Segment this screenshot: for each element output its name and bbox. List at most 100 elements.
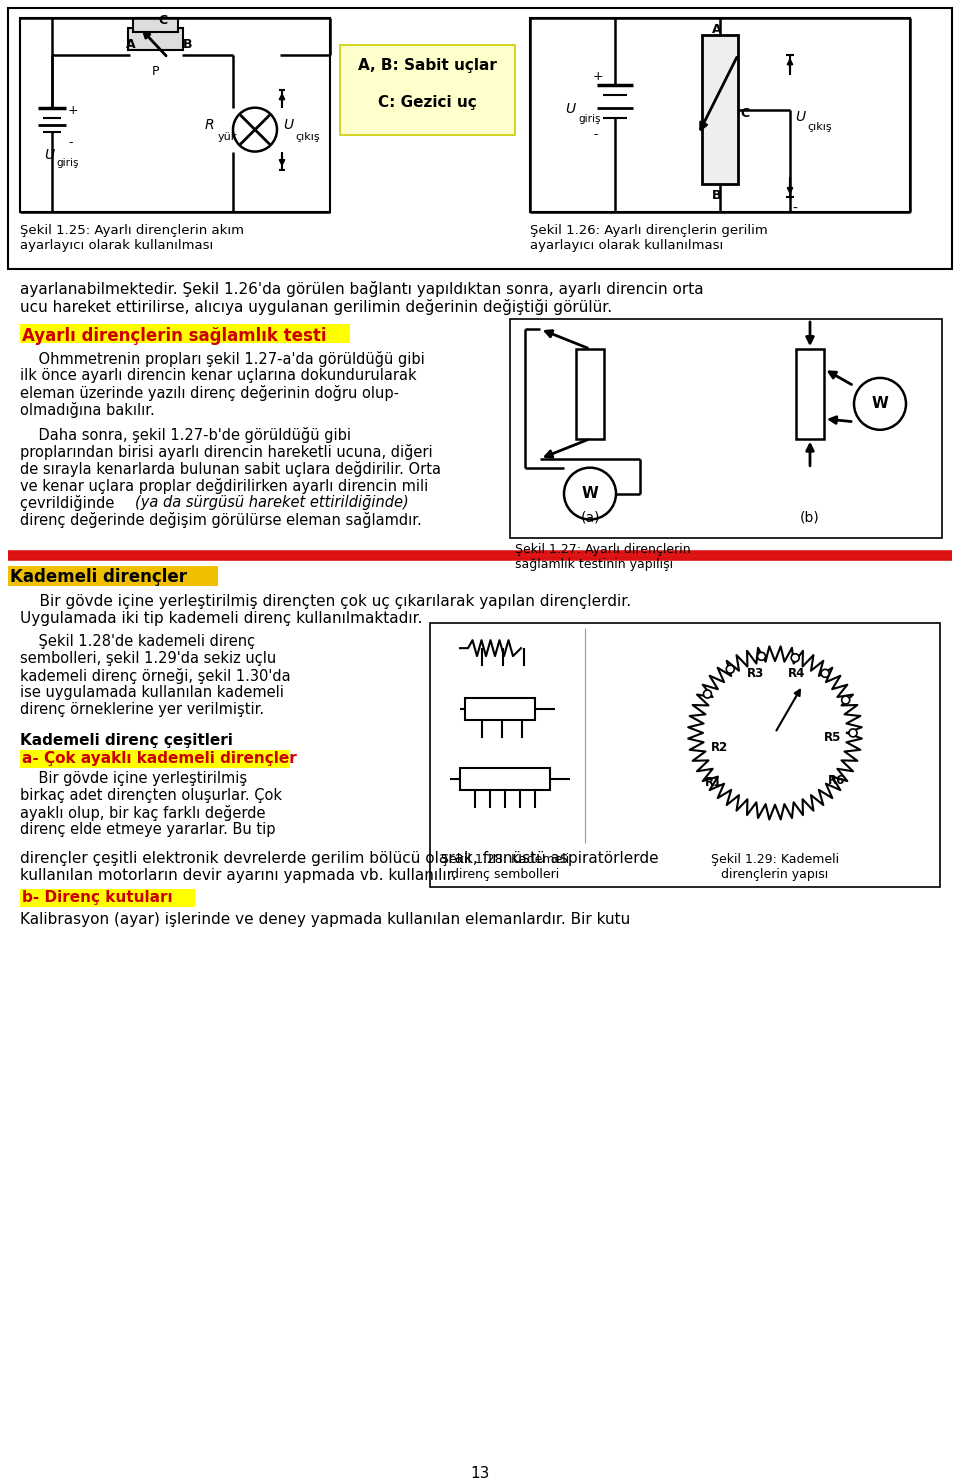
Bar xyxy=(430,623,940,887)
Text: -: - xyxy=(593,128,597,141)
Text: (ya da sürgüsü hareket ettirildiğinde): (ya da sürgüsü hareket ettirildiğinde) xyxy=(135,494,409,509)
Bar xyxy=(20,324,350,343)
Text: +: + xyxy=(593,70,604,83)
Text: Şekil 1.26: Ayarlı dirençlerin gerilim
ayarlayıcı olarak kullanılması: Şekil 1.26: Ayarlı dirençlerin gerilim a… xyxy=(530,224,768,252)
Text: direnç değerinde değişim görülürse eleman sağlamdır.: direnç değerinde değişim görülürse elema… xyxy=(20,512,421,527)
Text: dirençlerin yapısı: dirençlerin yapısı xyxy=(721,868,828,880)
Text: B: B xyxy=(712,190,722,202)
Text: direnç örneklerine yer verilmiştir.: direnç örneklerine yer verilmiştir. xyxy=(20,702,264,717)
Text: Şekil 1.28'de kademeli direnç: Şekil 1.28'de kademeli direnç xyxy=(20,634,255,649)
Text: U: U xyxy=(44,147,54,162)
Text: A: A xyxy=(126,39,135,50)
Text: U: U xyxy=(283,117,293,132)
Text: Şekil 1.29: Kademeli: Şekil 1.29: Kademeli xyxy=(711,853,839,865)
Bar xyxy=(702,36,738,184)
Text: Şekil 1.25: Ayarlı dirençlerin akım
ayarlayıcı olarak kullanılması: Şekil 1.25: Ayarlı dirençlerin akım ayar… xyxy=(20,224,244,252)
Text: ise uygulamada kullanılan kademeli: ise uygulamada kullanılan kademeli xyxy=(20,686,284,700)
Bar xyxy=(128,28,183,50)
Text: olmadığına bakılır.: olmadığına bakılır. xyxy=(20,402,155,418)
Text: R: R xyxy=(205,117,215,132)
Text: R5: R5 xyxy=(825,732,842,745)
Text: Ayarlı dirençlerin sağlamlık testi: Ayarlı dirençlerin sağlamlık testi xyxy=(22,326,326,346)
Circle shape xyxy=(842,696,850,703)
Text: çevrildiğinde: çevrildiğinde xyxy=(20,494,119,510)
Text: Bir gövde içine yerleştirilmiş dirençten çok uç çıkarılarak yapılan dirençlerdir: Bir gövde içine yerleştirilmiş dirençten… xyxy=(20,594,631,610)
Circle shape xyxy=(791,654,799,662)
Circle shape xyxy=(233,108,277,151)
Circle shape xyxy=(757,653,765,660)
Bar xyxy=(460,767,550,789)
Text: Şekil 1.28: Kademeli: Şekil 1.28: Kademeli xyxy=(441,853,569,865)
Text: yük: yük xyxy=(218,132,238,141)
Text: ve kenar uçlara proplar değdirilirken ayarlı direncin mili: ve kenar uçlara proplar değdirilirken ay… xyxy=(20,478,428,494)
Circle shape xyxy=(730,689,820,778)
Text: a- Çok ayaklı kademeli dirençler: a- Çok ayaklı kademeli dirençler xyxy=(22,751,297,766)
Text: R1: R1 xyxy=(705,776,722,789)
Circle shape xyxy=(564,467,616,519)
Text: giriş: giriş xyxy=(56,157,79,168)
Bar xyxy=(530,18,910,212)
Text: de sırayla kenarlarda bulunan sabit uçlara değdirilir. Orta: de sırayla kenarlarda bulunan sabit uçla… xyxy=(20,460,441,476)
Bar xyxy=(340,45,515,135)
Text: sembolleri, şekil 1.29'da sekiz uçlu: sembolleri, şekil 1.29'da sekiz uçlu xyxy=(20,651,276,666)
Text: C: Gezici uç: C: Gezici uç xyxy=(377,95,476,110)
Bar xyxy=(510,319,942,539)
Text: Ohmmetrenin propları şekil 1.27-a'da görüldüğü gibi: Ohmmetrenin propları şekil 1.27-a'da gör… xyxy=(20,352,424,367)
Text: R6: R6 xyxy=(828,775,846,788)
Text: kademeli direnç örneği, şekil 1.30'da: kademeli direnç örneği, şekil 1.30'da xyxy=(20,668,291,684)
Text: A, B: Sabit uçlar: A, B: Sabit uçlar xyxy=(357,58,496,73)
Circle shape xyxy=(704,690,711,697)
Text: -: - xyxy=(68,135,73,148)
Text: Daha sonra, şekil 1.27-b'de görüldüğü gibi: Daha sonra, şekil 1.27-b'de görüldüğü gi… xyxy=(20,427,351,442)
Text: ucu hareket ettirilirse, alıcıya uygulanan gerilimin değerinin değiştiği görülür: ucu hareket ettirilirse, alıcıya uygulan… xyxy=(20,300,612,315)
Text: giriş: giriş xyxy=(578,114,601,123)
Text: W: W xyxy=(872,396,888,411)
Text: b- Direnç kutuları: b- Direnç kutuları xyxy=(22,890,173,905)
Circle shape xyxy=(821,669,829,677)
Bar xyxy=(133,18,178,33)
Text: eleman üzerinde yazılı direnç değerinin doğru olup-: eleman üzerinde yazılı direnç değerinin … xyxy=(20,384,399,401)
Text: Uygulamada iki tip kademeli direnç kullanılmaktadır.: Uygulamada iki tip kademeli direnç kulla… xyxy=(20,611,422,626)
Bar xyxy=(20,889,195,907)
Text: Kademeli direnç çeşitleri: Kademeli direnç çeşitleri xyxy=(20,733,233,748)
Text: Kalibrasyon (ayar) işlerinde ve deney yapmada kullanılan elemanlardır. Bir kutu: Kalibrasyon (ayar) işlerinde ve deney ya… xyxy=(20,913,631,928)
Circle shape xyxy=(854,378,906,430)
Text: kullanılan motorların devir ayarını yapmada vb. kullanılır.: kullanılan motorların devir ayarını yapm… xyxy=(20,868,457,883)
Text: R3: R3 xyxy=(746,666,763,680)
Text: (b): (b) xyxy=(800,510,820,524)
Bar xyxy=(20,18,330,212)
Text: Kademeli dirençler: Kademeli dirençler xyxy=(10,568,187,586)
Text: dirençler çeşitli elektronik devrelerde gerilim bölücü olarak, fırınüstü aspirat: dirençler çeşitli elektronik devrelerde … xyxy=(20,850,659,865)
Text: 13: 13 xyxy=(470,1466,490,1481)
Bar xyxy=(576,349,604,439)
Text: -: - xyxy=(792,202,797,215)
Text: çıkış: çıkış xyxy=(807,122,831,132)
Circle shape xyxy=(849,729,857,738)
Text: sağlamlık testinin yapılışı: sağlamlık testinin yapılışı xyxy=(515,558,673,571)
Text: C: C xyxy=(740,107,749,120)
Bar xyxy=(8,7,952,269)
Text: P: P xyxy=(152,65,159,77)
Text: Bir gövde içine yerleştirilmiş: Bir gövde içine yerleştirilmiş xyxy=(20,770,247,787)
Text: ayaklı olup, bir kaç farklı değerde: ayaklı olup, bir kaç farklı değerde xyxy=(20,804,266,821)
Text: Şekil 1.27: Ayarlı dirençlerin: Şekil 1.27: Ayarlı dirençlerin xyxy=(515,543,690,556)
Text: proplarından birisi ayarlı direncin hareketli ucuna, diğeri: proplarından birisi ayarlı direncin hare… xyxy=(20,444,433,460)
Text: ilk önce ayarlı direncin kenar uçlarına dokundurularak: ilk önce ayarlı direncin kenar uçlarına … xyxy=(20,368,417,383)
Bar xyxy=(796,349,824,439)
Text: U: U xyxy=(795,110,805,123)
Circle shape xyxy=(727,665,734,674)
Text: U: U xyxy=(565,102,575,116)
Text: W: W xyxy=(582,487,598,502)
Text: direnç sembolleri: direnç sembolleri xyxy=(451,868,559,880)
Text: C: C xyxy=(158,13,167,27)
Text: R2: R2 xyxy=(711,742,729,754)
Text: ayarlanabilmektedir. Şekil 1.26'da görülen bağlantı yapıldıktan sonra, ayarlı di: ayarlanabilmektedir. Şekil 1.26'da görül… xyxy=(20,280,704,297)
Text: direnç elde etmeye yararlar. Bu tip: direnç elde etmeye yararlar. Bu tip xyxy=(20,822,276,837)
Text: (a): (a) xyxy=(580,510,600,524)
Text: birkaç adet dirençten oluşurlar. Çok: birkaç adet dirençten oluşurlar. Çok xyxy=(20,788,282,803)
Bar xyxy=(20,749,290,767)
Text: +: + xyxy=(68,104,79,117)
Text: çıkış: çıkış xyxy=(295,132,320,141)
Text: R4: R4 xyxy=(788,666,805,680)
Text: B: B xyxy=(183,39,193,50)
